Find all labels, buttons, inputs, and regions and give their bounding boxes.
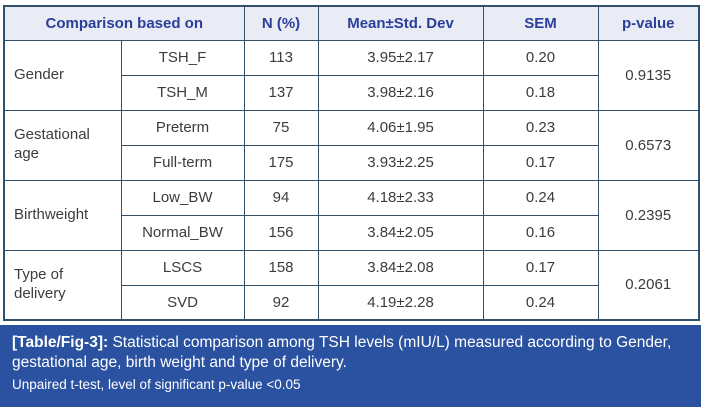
table-row: Normal_BW 156 3.84±2.05 0.16 xyxy=(4,214,699,251)
sem-value: 0.17 xyxy=(482,144,599,181)
header-n: N (%) xyxy=(243,5,319,41)
mean-sd-value: 4.18±2.33 xyxy=(317,179,484,216)
header-comparison: Comparison based on xyxy=(3,5,245,41)
p-value: 0.2395 xyxy=(597,179,700,251)
p-value: 0.2061 xyxy=(597,249,700,321)
caption-tag: [Table/Fig-3]: xyxy=(12,334,109,351)
subgroup-name: SVD xyxy=(120,284,245,321)
n-value: 175 xyxy=(243,144,319,181)
header-mean-sd: Mean±Std. Dev xyxy=(317,5,484,41)
mean-sd-value: 4.06±1.95 xyxy=(317,109,484,146)
subgroup-name: Normal_BW xyxy=(120,214,245,251)
table-row: TSH_M 137 3.98±2.16 0.18 xyxy=(4,74,699,111)
p-value: 0.9135 xyxy=(597,39,700,111)
n-value: 75 xyxy=(243,109,319,146)
n-value: 156 xyxy=(243,214,319,251)
subgroup-name: Low_BW xyxy=(120,179,245,216)
sem-value: 0.18 xyxy=(482,74,599,111)
n-value: 137 xyxy=(243,74,319,111)
sem-value: 0.24 xyxy=(482,284,599,321)
sem-value: 0.23 xyxy=(482,109,599,146)
header-row: Comparison based on N (%) Mean±Std. Dev … xyxy=(3,5,700,41)
subgroup-name: LSCS xyxy=(120,249,245,286)
table-container: Comparison based on N (%) Mean±Std. Dev … xyxy=(3,5,700,321)
group-label-type-of-delivery: Type of delivery xyxy=(3,249,122,321)
table-row: Birthweight Low_BW 94 4.18±2.33 0.24 0.2… xyxy=(3,179,700,251)
caption-note: Unpaired t-test, level of significant p-… xyxy=(12,376,301,392)
sem-value: 0.16 xyxy=(482,214,599,251)
comparison-table: Comparison based on N (%) Mean±Std. Dev … xyxy=(3,5,700,321)
sem-value: 0.24 xyxy=(482,179,599,216)
group-label-birthweight: Birthweight xyxy=(3,179,122,251)
mean-sd-value: 3.84±2.08 xyxy=(317,249,484,286)
n-value: 94 xyxy=(243,179,319,216)
n-value: 92 xyxy=(243,284,319,321)
table-row: Gestational age Preterm 75 4.06±1.95 0.2… xyxy=(3,109,700,181)
table-row: Full-term 175 3.93±2.25 0.17 xyxy=(4,144,699,181)
header-sem: SEM xyxy=(482,5,599,41)
sem-value: 0.20 xyxy=(482,39,599,76)
mean-sd-value: 3.98±2.16 xyxy=(317,74,484,111)
n-value: 158 xyxy=(243,249,319,286)
mean-sd-value: 3.95±2.17 xyxy=(317,39,484,76)
sem-value: 0.17 xyxy=(482,249,599,286)
subgroup-name: TSH_F xyxy=(120,39,245,76)
table-row: Gender TSH_F 113 3.95±2.17 0.20 0.9135 xyxy=(3,39,700,111)
table-caption: [Table/Fig-3]: Statistical comparison am… xyxy=(0,325,701,407)
table-row: SVD 92 4.19±2.28 0.24 xyxy=(4,284,699,321)
mean-sd-value: 3.93±2.25 xyxy=(317,144,484,181)
p-value: 0.6573 xyxy=(597,109,700,181)
n-value: 113 xyxy=(243,39,319,76)
caption-text: [Table/Fig-3]: Statistical comparison am… xyxy=(12,333,689,374)
mean-sd-value: 3.84±2.05 xyxy=(317,214,484,251)
table-row: Type of delivery LSCS 158 3.84±2.08 0.17… xyxy=(3,249,700,321)
subgroup-name: Preterm xyxy=(120,109,245,146)
caption-description: Statistical comparison among TSH levels … xyxy=(12,334,672,372)
mean-sd-value: 4.19±2.28 xyxy=(317,284,484,321)
group-label-gender: Gender xyxy=(3,39,122,111)
subgroup-name: TSH_M xyxy=(120,74,245,111)
header-p-value: p-value xyxy=(597,5,700,41)
group-label-gestational-age: Gestational age xyxy=(3,109,122,181)
subgroup-name: Full-term xyxy=(120,144,245,181)
